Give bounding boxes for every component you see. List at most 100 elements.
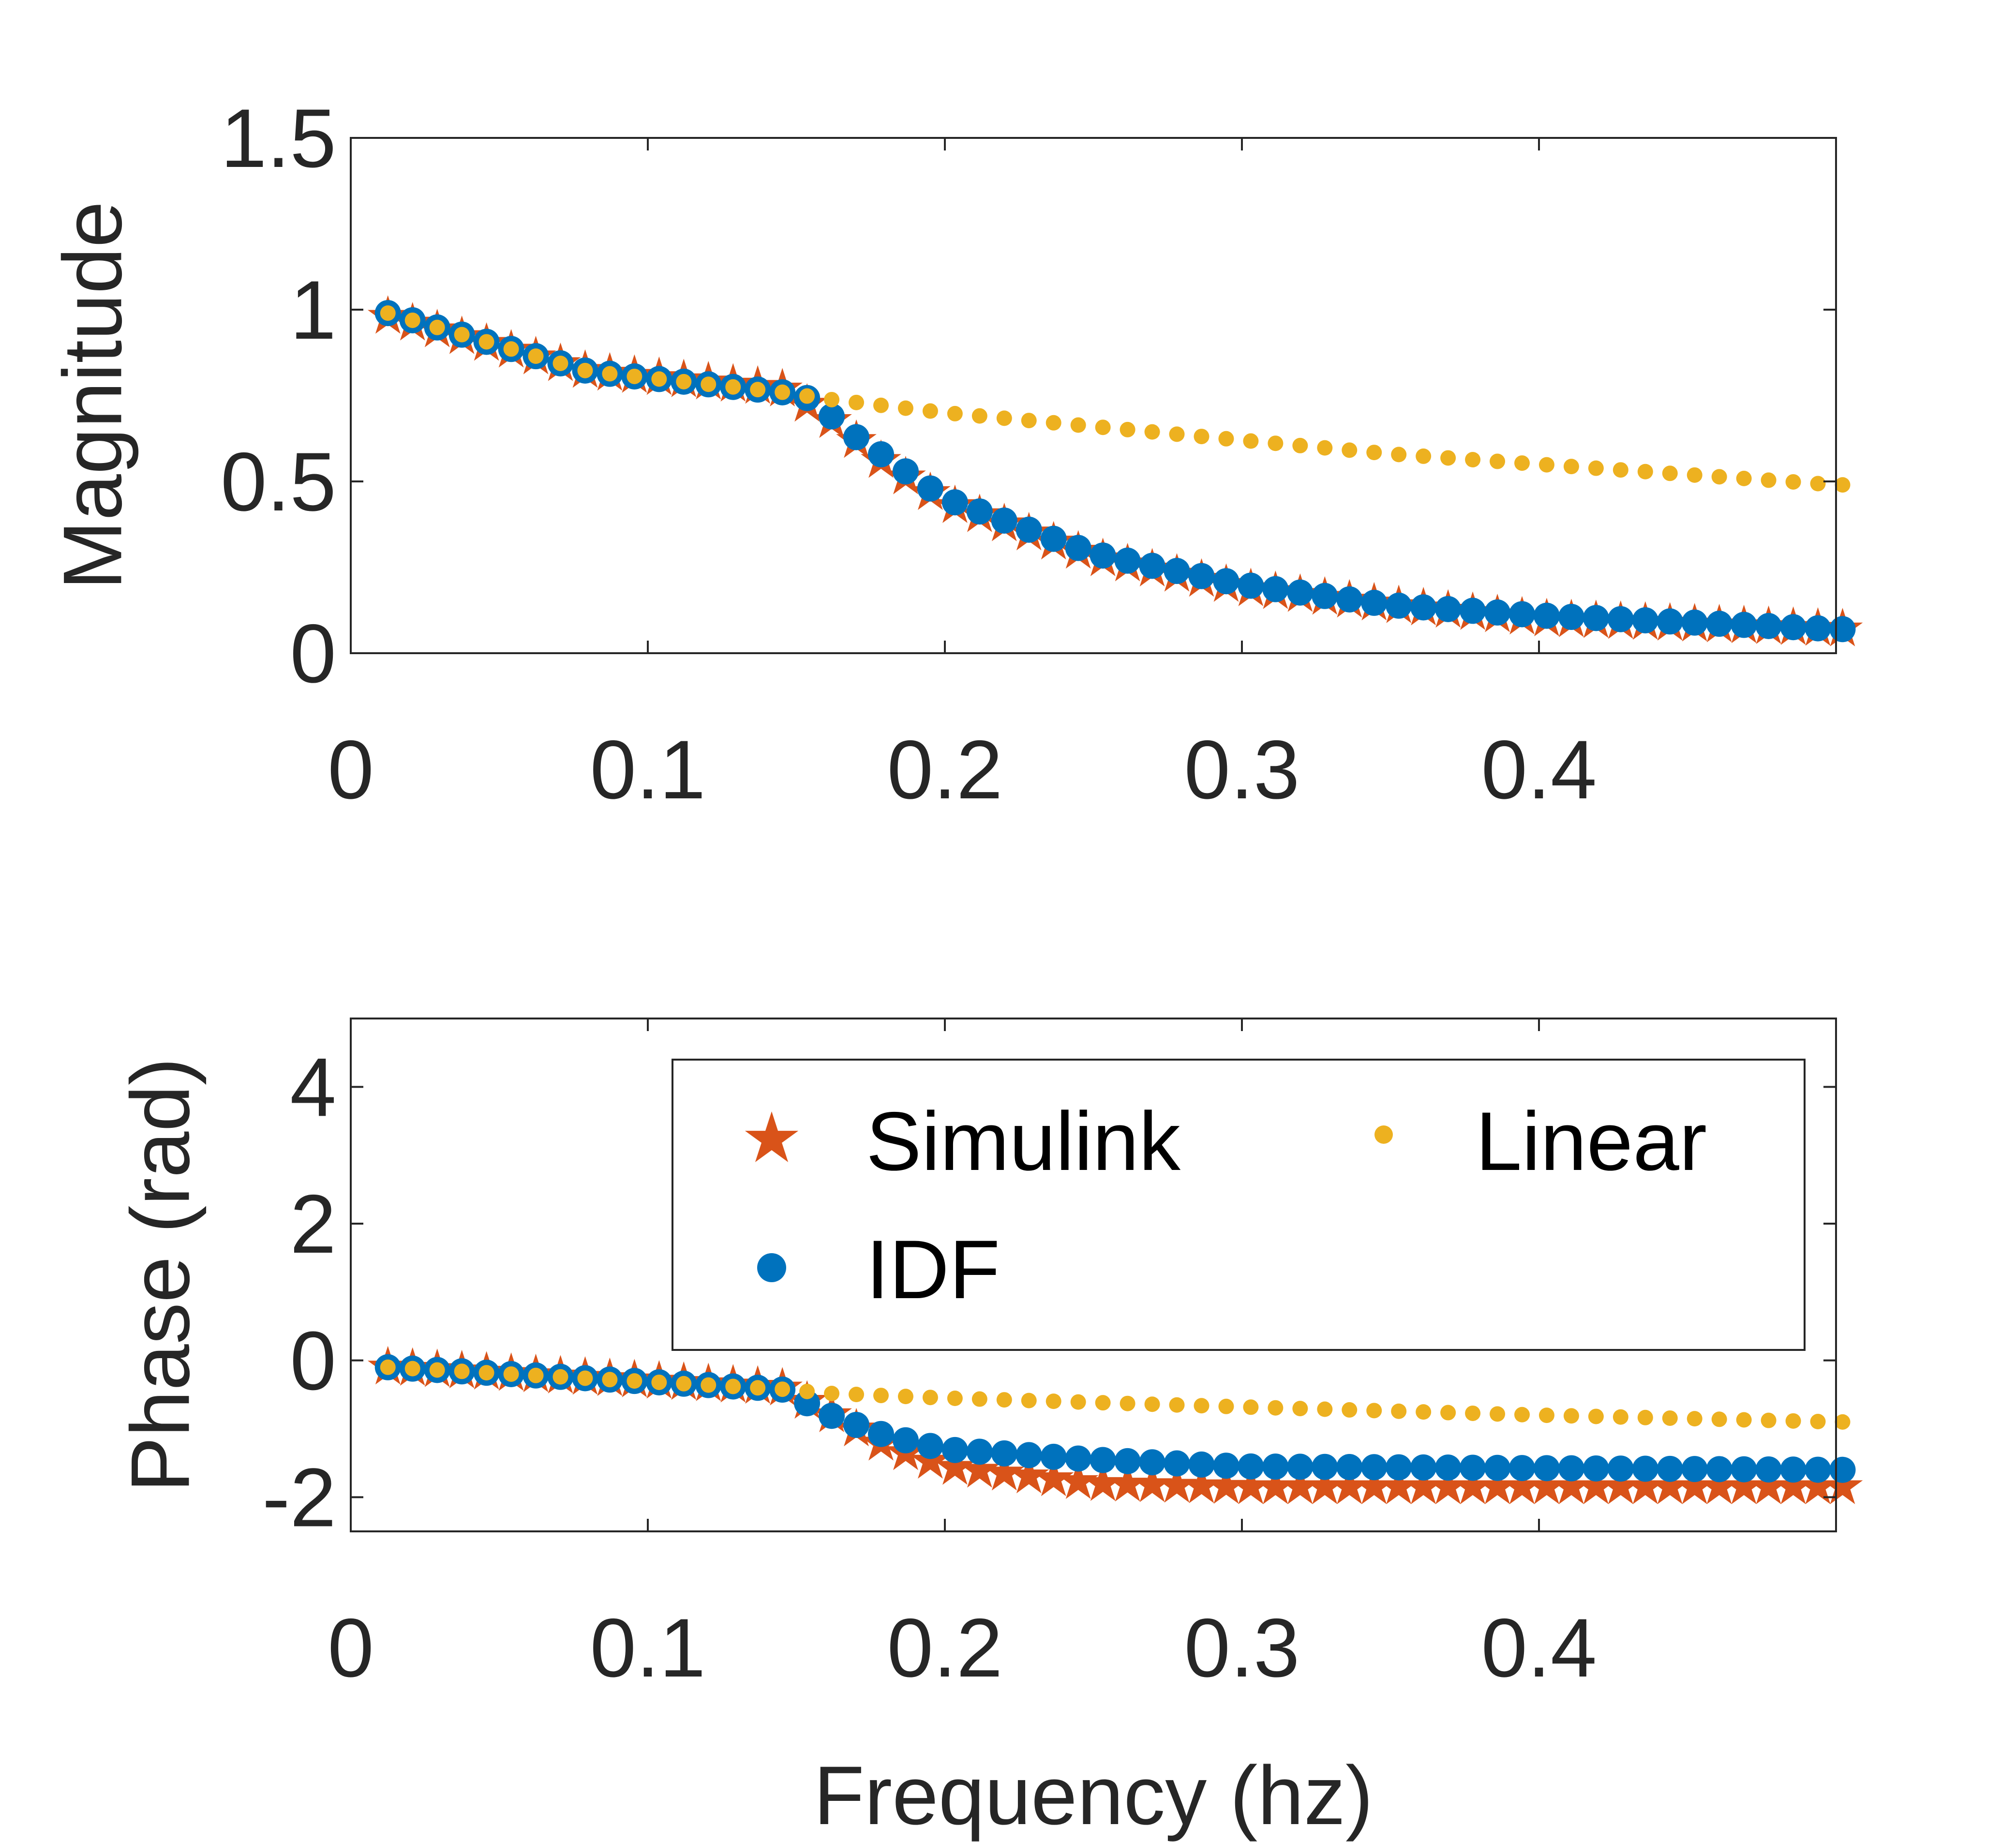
magnitude-point-linear	[1292, 437, 1308, 453]
phase-point-linear	[503, 1366, 519, 1382]
phase-point-idf	[1755, 1456, 1782, 1483]
magnitude-point-idf	[1312, 583, 1338, 609]
magnitude-point-linear	[1169, 426, 1185, 442]
phase-ytick-label: 2	[290, 1178, 336, 1271]
magnitude-point-idf	[1607, 606, 1634, 632]
magnitude-point-linear	[1810, 476, 1826, 492]
phase-point-linear	[799, 1383, 815, 1399]
magnitude-point-idf	[991, 507, 1017, 534]
phase-point-linear	[553, 1369, 568, 1385]
phase-panel: 0 0.1 0.2 0.3 0.4 -2 0 2 4 Phase (rad) Frequency…	[114, 1018, 1863, 1842]
phase-point-linear	[1662, 1410, 1678, 1426]
phase-point-linear	[1095, 1395, 1111, 1411]
legend-label-idf: IDF	[866, 1223, 1000, 1316]
magnitude-ytick-label: 0	[290, 607, 336, 700]
phase-point-idf	[1262, 1453, 1289, 1480]
magnitude-point-linear	[701, 376, 717, 392]
phase-point-idf	[1657, 1455, 1683, 1482]
magnitude-point-linear	[1218, 431, 1234, 447]
magnitude-point-idf	[1114, 547, 1141, 574]
phase-point-linear	[404, 1361, 420, 1377]
phase-point-idf	[1139, 1449, 1165, 1476]
magnitude-point-linear	[1563, 459, 1579, 475]
legend: Simulink Linear IDF	[672, 1059, 1806, 1351]
phase-point-linear	[1366, 1403, 1382, 1419]
magnitude-xtick-label: 0.4	[1481, 723, 1597, 816]
magnitude-point-idf	[867, 441, 894, 467]
phase-point-linear	[1391, 1403, 1407, 1419]
phase-point-linear	[996, 1392, 1012, 1408]
phase-point-linear	[1021, 1393, 1037, 1408]
magnitude-point-linear	[1120, 421, 1135, 437]
magnitude-point-linear	[849, 394, 865, 410]
magnitude-point-idf	[1583, 605, 1609, 631]
phase-point-idf	[1238, 1453, 1264, 1480]
magnitude-point-idf	[1040, 525, 1067, 552]
magnitude-point-idf	[1213, 568, 1239, 595]
magnitude-point-idf	[1090, 542, 1116, 569]
magnitude-point-linear	[528, 348, 544, 364]
magnitude-point-linear	[971, 408, 987, 424]
magnitude-point-linear	[1538, 457, 1554, 473]
magnitude-point-linear	[750, 382, 766, 398]
magnitude-point-linear	[1317, 440, 1333, 456]
phase-point-linear	[1835, 1414, 1851, 1430]
phase-point-linear	[1637, 1409, 1653, 1425]
magnitude-point-linear	[1490, 453, 1506, 469]
phase-point-linear	[897, 1389, 913, 1405]
phase-point-linear	[1687, 1411, 1702, 1427]
phase-xtick-label: 0.2	[887, 1602, 1002, 1694]
legend-dot-marker	[1374, 1125, 1393, 1144]
phase-point-idf	[1410, 1454, 1437, 1481]
phase-point-idf	[941, 1437, 968, 1463]
phase-point-idf	[1164, 1450, 1190, 1477]
magnitude-point-idf	[1065, 535, 1091, 561]
magnitude-point-linear	[1637, 464, 1653, 479]
magnitude-point-idf	[1336, 586, 1363, 613]
phase-point-idf	[1065, 1445, 1091, 1472]
phase-point-idf	[1460, 1454, 1486, 1481]
phase-point-linear	[577, 1370, 593, 1386]
phase-point-linear	[1169, 1397, 1185, 1413]
phase-point-idf	[1681, 1456, 1708, 1483]
magnitude-point-linear	[478, 334, 494, 350]
phase-xtick-label: 0.1	[590, 1602, 705, 1694]
phase-point-linear	[1588, 1408, 1604, 1424]
magnitude-point-linear	[1144, 424, 1160, 440]
phase-point-idf	[1829, 1456, 1856, 1483]
magnitude-point-linear	[380, 305, 396, 321]
phase-point-linear	[1194, 1398, 1210, 1414]
legend-label-linear: Linear	[1476, 1095, 1707, 1188]
magnitude-point-linear	[1687, 467, 1702, 483]
magnitude-point-linear	[577, 362, 593, 378]
magnitude-point-linear	[429, 319, 445, 335]
magnitude-point-idf	[1681, 609, 1708, 636]
magnitude-point-linear	[922, 403, 938, 419]
magnitude-point-idf	[1164, 558, 1190, 584]
magnitude-point-linear	[627, 368, 642, 384]
magnitude-point-idf	[1287, 579, 1314, 606]
phase-point-idf	[1336, 1454, 1363, 1481]
magnitude-point-idf	[1805, 615, 1831, 642]
phase-point-idf	[1706, 1456, 1732, 1483]
phase-point-idf	[1015, 1442, 1042, 1468]
magnitude-point-linear	[996, 410, 1012, 426]
phase-point-idf	[1484, 1454, 1511, 1481]
magnitude-point-linear	[1588, 460, 1604, 476]
magnitude-xtick-label: 0.2	[887, 723, 1002, 816]
phase-point-linear	[1218, 1398, 1234, 1414]
phase-point-linear	[1342, 1402, 1358, 1418]
magnitude-point-idf	[1509, 601, 1536, 628]
phase-xtick-label: 0.3	[1184, 1602, 1299, 1694]
magnitude-point-linear	[799, 388, 815, 404]
magnitude-point-idf	[892, 458, 919, 485]
magnitude-point-linear	[404, 312, 420, 328]
phase-point-linear	[725, 1378, 741, 1394]
magnitude-point-linear	[824, 391, 840, 407]
phase-point-linear	[824, 1385, 840, 1401]
phase-point-linear	[478, 1365, 494, 1381]
magnitude-point-linear	[1095, 419, 1111, 435]
phase-point-idf	[966, 1438, 993, 1465]
magnitude-series-linear	[380, 305, 1851, 493]
